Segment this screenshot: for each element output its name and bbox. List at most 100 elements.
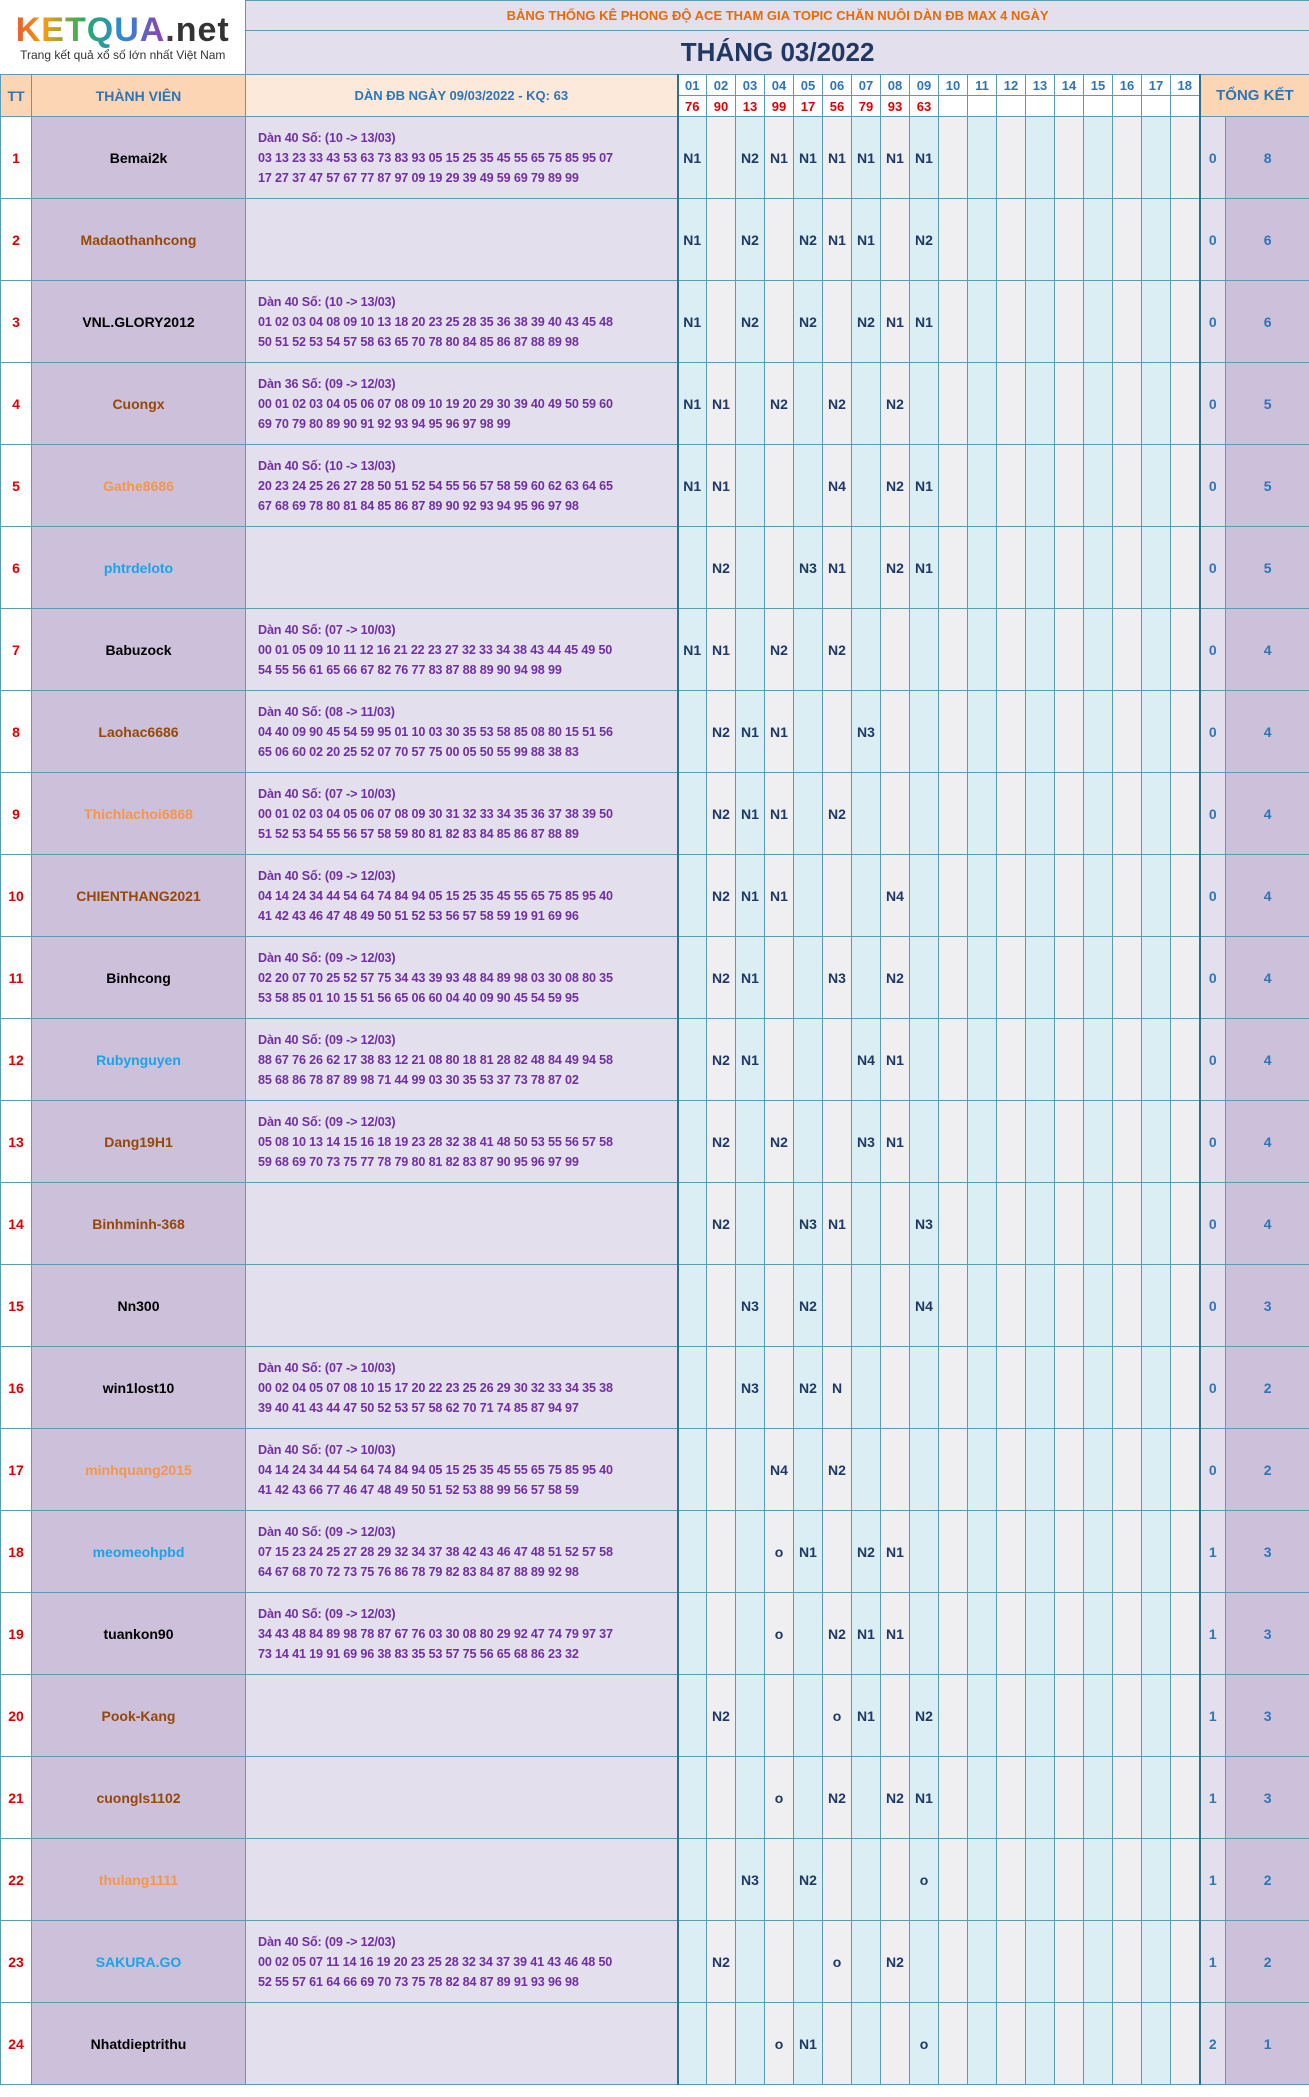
day-mark: [967, 1182, 997, 1265]
day-mark: [1025, 116, 1055, 199]
day-mark: [1141, 1100, 1171, 1183]
dan-line: Dàn 40 Số: (09 -> 12/03): [258, 1606, 396, 1621]
day-mark: [1112, 1018, 1142, 1101]
day-mark: N2: [706, 690, 736, 773]
day-mark: N1: [677, 362, 707, 445]
day-result: 79: [851, 95, 881, 117]
member-row: 8 Laohac6686 Dàn 40 Số: (08 -> 11/03) 04 40…: [0, 690, 1309, 773]
day-result: 13: [735, 95, 765, 117]
day-mark: N3: [851, 690, 881, 773]
total-b: 4: [1224, 690, 1309, 773]
dan-cell: [245, 526, 679, 609]
day-mark: N2: [706, 1018, 736, 1101]
day-mark: o: [764, 1756, 794, 1839]
day-mark: [1054, 1018, 1084, 1101]
day-mark: [1170, 1264, 1201, 1347]
day-mark: [1083, 116, 1113, 199]
total-a: 0: [1199, 1346, 1226, 1429]
day-mark: [967, 854, 997, 937]
day-mark: [1170, 362, 1201, 445]
day-mark: [1112, 198, 1142, 281]
day-mark: [764, 526, 794, 609]
total-a: 2: [1199, 2002, 1226, 2085]
day-mark: [1025, 1592, 1055, 1675]
day-mark: [1025, 1838, 1055, 1921]
day-mark: [1141, 1674, 1171, 1757]
member-name: Nn300: [31, 1264, 246, 1347]
day-mark: N1: [851, 1592, 881, 1675]
day-mark: [1083, 1838, 1113, 1921]
day-mark: [880, 2002, 910, 2085]
day-result: 99: [764, 95, 794, 117]
day-mark: N2: [764, 1100, 794, 1183]
day-mark: [822, 2002, 852, 2085]
day-mark: [1083, 608, 1113, 691]
day-mark: [1083, 1592, 1113, 1675]
day-mark: [706, 1592, 736, 1675]
day-mark: [677, 1510, 707, 1593]
day-mark: [822, 280, 852, 363]
member-name: Thichlachoi6868: [31, 772, 246, 855]
member-name: SAKURA.GO: [31, 1920, 246, 2003]
day-mark: [1025, 198, 1055, 281]
day-mark: [1054, 1346, 1084, 1429]
row-number: 3: [0, 280, 32, 363]
day-result: 17: [793, 95, 823, 117]
day-mark: [1141, 280, 1171, 363]
day-mark: [996, 526, 1026, 609]
dan-cell: Dàn 40 Số: (08 -> 11/03) 04 40 09 90 45 5…: [245, 690, 679, 773]
member-name: Gathe8686: [31, 444, 246, 527]
day-mark: N2: [880, 1920, 910, 2003]
day-mark: N2: [735, 280, 765, 363]
day-mark: [967, 526, 997, 609]
day-mark: o: [822, 1920, 852, 2003]
dan-cell: Dàn 40 Số: (09 -> 12/03) 05 08 10 13 14 1…: [245, 1100, 679, 1183]
total-a: 0: [1199, 362, 1226, 445]
dan-line: 00 02 04 05 07 08 10 15 17 20 22 23 25 2…: [258, 1380, 613, 1395]
day-mark: [1054, 526, 1084, 609]
dan-cell: [245, 1674, 679, 1757]
day-mark: [1170, 772, 1201, 855]
member-name: minhquang2015: [31, 1428, 246, 1511]
day-mark: [1170, 690, 1201, 773]
day-header: 13: [1025, 74, 1055, 96]
day-mark: N1: [909, 526, 939, 609]
dan-cell: Dàn 40 Số: (09 -> 12/03) 07 15 23 24 25 2…: [245, 1510, 679, 1593]
day-mark: [793, 1100, 823, 1183]
day-mark: [1141, 772, 1171, 855]
day-mark: [1054, 1510, 1084, 1593]
dan-cell: Dàn 40 Số: (10 -> 13/03) 20 23 24 25 26 2…: [245, 444, 679, 527]
day-mark: [938, 362, 968, 445]
day-mark: [938, 690, 968, 773]
row-number: 8: [0, 690, 32, 773]
day-mark: [938, 936, 968, 1019]
member-name: Nhatdieptrithu: [31, 2002, 246, 2085]
day-mark: [851, 854, 881, 937]
day-mark: [938, 1100, 968, 1183]
day-mark: [967, 1756, 997, 1839]
day-header: 01: [677, 74, 707, 96]
day-mark: [1170, 280, 1201, 363]
day-mark: [967, 1428, 997, 1511]
day-mark: N2: [909, 1674, 939, 1757]
day-mark: N1: [764, 854, 794, 937]
day-mark: [1112, 936, 1142, 1019]
day-mark: [1054, 1592, 1084, 1675]
day-mark: [1025, 936, 1055, 1019]
header-row: TT THÀNH VIÊN DÀN ĐB NGÀY 09/03/2022 - K…: [0, 74, 1309, 117]
dan-line: 41 42 43 66 77 46 47 48 49 50 51 52 53 8…: [258, 1482, 579, 1497]
day-mark: [909, 1428, 939, 1511]
day-mark: [1025, 1920, 1055, 2003]
day-mark: N2: [706, 1182, 736, 1265]
day-mark: [1083, 690, 1113, 773]
member-row: 12 Rubynguyen Dàn 40 Số: (09 -> 12/03) 88 6…: [0, 1018, 1309, 1101]
day-mark: [735, 1428, 765, 1511]
dan-line: Dàn 36 Số: (09 -> 12/03): [258, 376, 396, 391]
day-mark: [1054, 1428, 1084, 1511]
day-mark: [1054, 198, 1084, 281]
day-mark: [1054, 1264, 1084, 1347]
day-mark: [996, 444, 1026, 527]
member-row: 2 Madaothanhcong N1 N2 N2 N1 N1 N2 0 6: [0, 198, 1309, 281]
day-mark: N1: [793, 116, 823, 199]
day-mark: [1141, 1346, 1171, 1429]
